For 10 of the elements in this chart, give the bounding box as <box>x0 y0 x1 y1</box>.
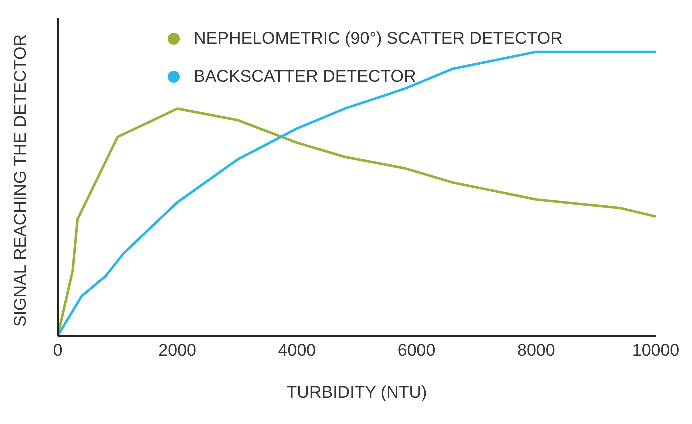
x-tick-label: 10000 <box>632 341 680 360</box>
legend-label: BACKSCATTER DETECTOR <box>194 66 416 88</box>
x-axis-title: TURBIDITY (NTU) <box>286 383 428 402</box>
y-axis-title: SIGNAL REACHING THE DETECTOR <box>11 34 30 327</box>
x-tick-label: 0 <box>53 341 63 360</box>
x-tick-label: 8000 <box>517 341 556 360</box>
legend-label: NEPHELOMETRIC (90°) SCATTER DETECTOR <box>194 28 563 50</box>
x-tick-label: 4000 <box>278 341 316 360</box>
x-tick-label: 6000 <box>398 341 436 360</box>
x-tick-label: 2000 <box>158 341 197 360</box>
